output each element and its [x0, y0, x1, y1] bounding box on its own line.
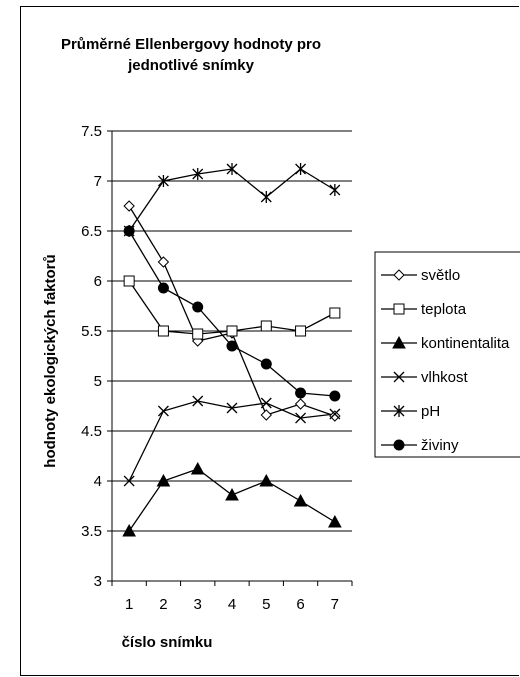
data-point — [157, 405, 169, 417]
y-tick-label: 5 — [94, 373, 102, 390]
data-point — [260, 409, 272, 421]
data-point — [329, 390, 341, 402]
series-line-0 — [128, 205, 336, 417]
data-point — [294, 398, 307, 410]
legend-item: světlo — [381, 267, 460, 284]
data-point — [192, 168, 204, 180]
legend-item: vlhkost — [381, 369, 469, 386]
y-tick-label: 6 — [94, 273, 102, 290]
data-point — [329, 307, 341, 319]
data-point — [260, 358, 272, 370]
legend-marker — [392, 335, 406, 349]
x-tick-label: 2 — [159, 596, 167, 613]
data-point — [329, 408, 341, 420]
y-tick-label: 4 — [94, 473, 102, 490]
data-point — [157, 175, 169, 187]
data-point — [226, 402, 238, 414]
line-chart: Průměrné Ellenbergovy hodnoty pro jednot… — [42, 36, 520, 651]
data-point — [123, 275, 135, 287]
legend-label: teplota — [421, 301, 467, 318]
data-point — [295, 387, 307, 399]
data-point — [157, 282, 169, 294]
data-point — [190, 461, 205, 475]
data-point — [192, 301, 204, 313]
legend-item: pH — [381, 403, 440, 420]
chart-frame: Průměrné Ellenbergovy hodnoty pro jednot… — [20, 6, 520, 676]
y-tick-labels: 3 3.5 4 4.5 5 5.5 6 6.5 7 7.5 — [81, 123, 102, 590]
legend-item: živiny — [381, 437, 459, 454]
data-point — [123, 475, 135, 487]
y-tick-label: 5.5 — [81, 323, 102, 340]
data-point — [329, 184, 341, 196]
legend-item: teplota — [381, 301, 467, 318]
data-point — [157, 256, 170, 268]
legend-items: světlo teplota kontinentalita vlhkost pH živi… — [381, 267, 510, 454]
data-point — [293, 493, 308, 507]
data-point — [295, 325, 307, 337]
legend-marker — [393, 439, 405, 451]
data-point — [123, 200, 135, 212]
x-tick-labels: 1 2 3 4 5 6 7 — [125, 596, 339, 613]
data-point — [329, 410, 341, 422]
data-point — [295, 163, 307, 175]
x-tick-label: 5 — [262, 596, 270, 613]
data-point — [328, 514, 342, 528]
data-point — [192, 328, 204, 340]
series-line-3 — [128, 400, 335, 482]
x-tick-label: 7 — [331, 596, 339, 613]
legend-label: živiny — [421, 437, 459, 454]
series-group — [122, 163, 342, 537]
data-point — [260, 320, 272, 332]
data-point — [157, 325, 169, 337]
y-tick-label: 7 — [94, 173, 102, 190]
data-point — [123, 225, 135, 237]
legend-box — [374, 251, 520, 458]
data-point — [259, 473, 274, 487]
legend-label: pH — [421, 403, 440, 420]
x-tick-label: 4 — [228, 596, 236, 613]
y-tick-label: 3 — [94, 573, 102, 590]
legend-marker — [393, 303, 405, 315]
data-point — [295, 412, 307, 424]
legend-marker — [393, 405, 405, 417]
chart-title-line1: Průměrné Ellenbergovy hodnoty pro — [61, 36, 321, 53]
data-point — [226, 340, 238, 352]
data-point — [226, 325, 238, 337]
data-point — [192, 395, 204, 407]
x-tick-label: 3 — [194, 596, 202, 613]
legend-marker — [393, 269, 405, 281]
data-point — [225, 487, 239, 501]
axes — [107, 130, 353, 586]
data-point — [226, 163, 238, 175]
y-tick-label: 6.5 — [81, 223, 102, 240]
data-point — [156, 473, 171, 487]
x-axis-label: číslo snímku — [122, 634, 213, 651]
data-point — [260, 191, 272, 203]
x-tick-label: 6 — [296, 596, 304, 613]
y-tick-label: 7.5 — [81, 123, 102, 140]
y-tick-label: 3.5 — [81, 523, 102, 540]
data-point — [122, 523, 136, 537]
chart-title-line2: jednotlivé snímky — [127, 57, 255, 74]
legend-marker — [393, 371, 405, 383]
legend-label: světlo — [421, 267, 460, 284]
data-point — [260, 397, 272, 409]
legend-label: kontinentalita — [421, 335, 510, 352]
legend-label: vlhkost — [421, 369, 469, 386]
legend: světlo teplota kontinentalita vlhkost pH živi… — [374, 251, 520, 458]
y-axis-label: hodnoty ekologických faktorů — [42, 254, 59, 467]
x-tick-label: 1 — [125, 596, 133, 613]
y-tick-label: 4.5 — [81, 423, 102, 440]
legend-item: kontinentalita — [381, 335, 510, 352]
